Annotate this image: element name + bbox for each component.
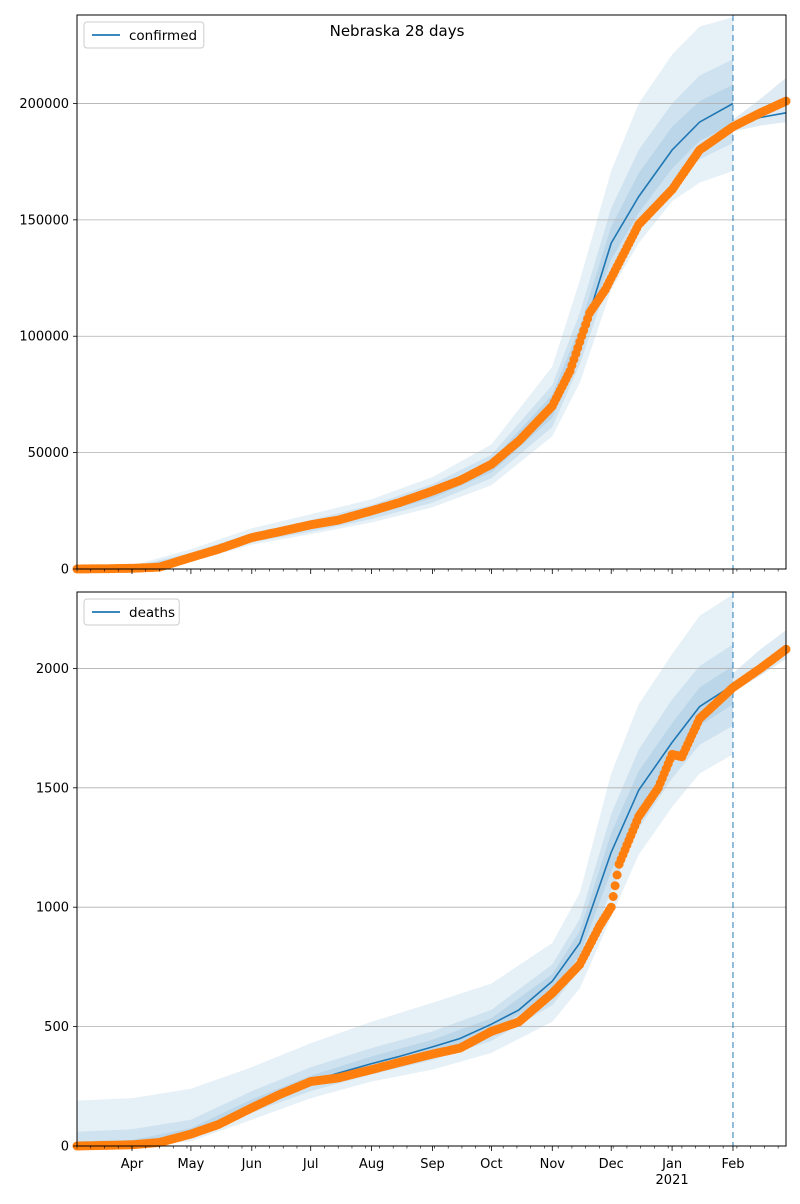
y-tick-label: 50000: [28, 446, 69, 461]
observed-point: [610, 881, 620, 891]
y-tick-label: 500: [44, 1020, 69, 1035]
axes-frame: [76, 14, 787, 570]
confidence-band: [77, 594, 733, 1146]
y-tick-label: 150000: [19, 213, 69, 228]
observed-point: [612, 870, 622, 880]
y-tick-label: 1000: [36, 901, 69, 916]
chart-title: Nebraska 28 days: [330, 22, 465, 40]
confidence-band: [77, 59, 733, 569]
confirmed-panel: 0 50000 100000 150000 200000 confirmed: [19, 14, 791, 578]
x-tick-label: Feb: [721, 1157, 744, 1172]
x-tick-label: Jul: [302, 1157, 319, 1172]
y-tick-label: 100000: [19, 330, 69, 345]
x-tick-label: Oct: [480, 1157, 502, 1172]
x-tick-label: Nov: [540, 1157, 566, 1172]
confidence-band: [77, 666, 733, 1146]
x-tick-label: May: [177, 1157, 204, 1172]
x-year-label: 2021: [656, 1173, 689, 1188]
y-tick-label: 2000: [36, 662, 69, 677]
y-tick-label: 1500: [36, 781, 69, 796]
x-tick-label: Jun: [241, 1157, 262, 1172]
x-tick-label: Jan: [661, 1157, 682, 1172]
axes-frame: [76, 591, 787, 1147]
confidence-band: [77, 644, 733, 1146]
y-tick-label: 200000: [19, 97, 69, 112]
legend: [83, 598, 180, 626]
x-tick-label: Apr: [121, 1157, 144, 1172]
y-tick-label: 0: [61, 1140, 69, 1155]
observed-point: [606, 902, 616, 912]
x-tick-label: Dec: [599, 1157, 624, 1172]
legend-label: deaths: [129, 605, 175, 621]
x-tick-label: Aug: [359, 1157, 384, 1172]
deaths-panel: 0 500 1000 1500 2000 Apr May Jun Jul Aug Sep Oct Nov…: [36, 591, 791, 1188]
y-tick-label: 0: [61, 563, 69, 578]
observed-point: [608, 892, 618, 901]
x-tick-label: Sep: [420, 1157, 445, 1172]
legend-label: confirmed: [129, 28, 197, 44]
legend: [83, 21, 205, 49]
